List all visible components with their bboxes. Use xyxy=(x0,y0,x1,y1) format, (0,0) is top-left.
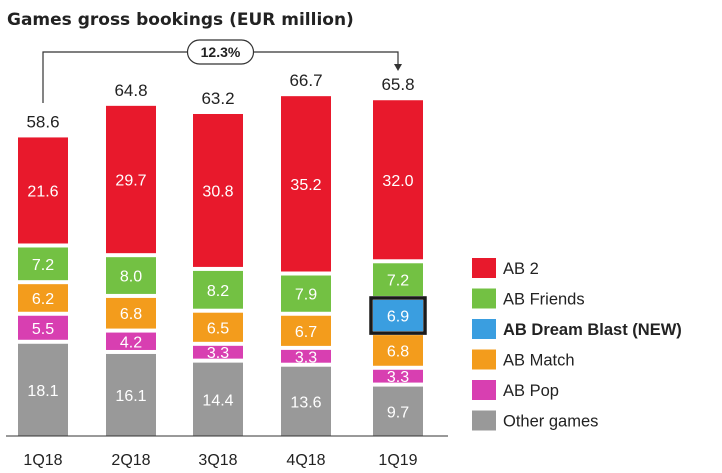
category-label-1q18: 1Q18 xyxy=(23,452,62,469)
bar-segment-ab-pop-3q18 xyxy=(193,345,243,359)
data-label-ab-match-4q18: 6.7 xyxy=(295,324,317,341)
legend-item-ab-2: AB 2 xyxy=(472,258,539,278)
bar-segment-ab-pop-4q18 xyxy=(281,349,331,363)
data-label-other-games-1q19: 9.7 xyxy=(387,404,409,421)
legend-swatch-ab-2 xyxy=(472,258,496,278)
bar-segment-ab-friends-1q18 xyxy=(18,247,68,281)
legend-item-ab-pop: AB Pop xyxy=(472,380,559,400)
bar-segment-other-games-4q18 xyxy=(281,366,331,436)
data-label-ab-2-1q18: 21.6 xyxy=(27,183,58,200)
bar-segment-other-games-1q18 xyxy=(18,343,68,436)
bar-segment-ab-2-2q18 xyxy=(106,105,156,254)
data-label-other-games-3q18: 14.4 xyxy=(202,392,233,409)
data-label-ab-pop-1q18: 5.5 xyxy=(32,321,54,338)
data-label-ab-2-3q18: 30.8 xyxy=(202,183,233,200)
growth-arrowhead xyxy=(394,64,402,71)
total-label-2q18: 64.8 xyxy=(114,81,147,100)
bar-stack-4q18: 13.6 3.3 6.7 7.9 35.2 xyxy=(281,96,331,436)
bars: 18.1 5.5 6.2 7.2 21.6 58.6 1Q18 16.1 4.2 6.8 8.0 29… xyxy=(18,71,427,469)
category-label-1q19: 1Q19 xyxy=(378,452,417,469)
data-label-ab-match-2q18: 6.8 xyxy=(120,306,142,323)
bar-segment-ab-pop-2q18 xyxy=(106,332,156,350)
legend-item-ab-friends: AB Friends xyxy=(472,288,585,309)
data-label-ab-friends-4q18: 7.9 xyxy=(295,287,317,304)
legend-label-other-games: Other games xyxy=(503,413,598,431)
data-label-ab-2-2q18: 29.7 xyxy=(115,173,146,190)
bar-segment-other-games-1q19 xyxy=(373,386,423,436)
data-label-ab-friends-3q18: 8.2 xyxy=(207,283,229,300)
bar-segment-ab-match-1q19 xyxy=(373,335,423,366)
legend-label-ab-friends: AB Friends xyxy=(503,291,585,309)
bar-segment-ab-2-1q19 xyxy=(373,100,423,260)
bar-stack-1q19: 9.7 3.3 6.8 6.9 7.2 32.0 xyxy=(369,100,427,436)
data-label-ab-2-4q18: 35.2 xyxy=(290,177,321,194)
legend-swatch-other-games xyxy=(472,410,496,431)
legend-item-other-games: Other games xyxy=(472,410,598,431)
data-label-ab-match-3q18: 6.5 xyxy=(207,320,229,337)
data-label-ab-pop-3q18: 3.3 xyxy=(207,345,229,362)
total-label-3q18: 63.2 xyxy=(201,89,234,108)
data-label-ab-pop-4q18: 3.3 xyxy=(295,349,317,366)
data-label-ab-match-1q18: 6.2 xyxy=(32,291,54,308)
bar-stack-3q18: 14.4 3.3 6.5 8.2 30.8 xyxy=(193,113,243,436)
bar-segment-ab-match-1q18 xyxy=(18,284,68,312)
data-label-ab-friends-1q19: 7.2 xyxy=(387,273,409,290)
data-label-ab-pop-2q18: 4.2 xyxy=(120,334,142,351)
category-label-2q18: 2Q18 xyxy=(111,452,150,469)
category-label-3q18: 3Q18 xyxy=(198,452,237,469)
growth-annotation: 12.3% xyxy=(42,39,402,103)
legend-label-ab-pop: AB Pop xyxy=(503,382,559,400)
legend-swatch-ab-match xyxy=(472,349,496,370)
bar-segment-ab-match-4q18 xyxy=(281,315,331,346)
data-label-other-games-1q18: 18.1 xyxy=(27,383,58,400)
legend-label-ab-dream-blast-new: AB Dream Blast (NEW) xyxy=(503,321,682,339)
bar-segment-ab-friends-3q18 xyxy=(193,270,243,309)
data-label-ab-dream-blast-new-1q19: 6.9 xyxy=(387,309,409,326)
growth-percentage-label: 12.3% xyxy=(201,44,241,60)
total-label-1q19: 65.8 xyxy=(381,75,414,94)
legend-item-ab-match: AB Match xyxy=(472,349,575,370)
data-label-ab-2-1q19: 32.0 xyxy=(382,173,413,190)
highlight-frame xyxy=(369,296,427,335)
legend-label-ab-2: AB 2 xyxy=(503,260,539,278)
data-label-other-games-2q18: 16.1 xyxy=(115,388,146,405)
bar-stack-1q18: 18.1 5.5 6.2 7.2 21.6 xyxy=(18,137,68,436)
bar-segment-ab-2-1q18 xyxy=(18,137,68,244)
category-label-4q18: 4Q18 xyxy=(286,452,325,469)
bar-segment-ab-friends-2q18 xyxy=(106,257,156,294)
data-label-ab-match-1q19: 6.8 xyxy=(387,343,409,360)
bar-stack-2q18: 16.1 4.2 6.8 8.0 29.7 xyxy=(106,105,156,436)
data-label-other-games-4q18: 13.6 xyxy=(290,394,321,411)
legend-swatch-ab-pop xyxy=(472,380,496,400)
chart-title: Games gross bookings (EUR million) xyxy=(7,10,354,30)
legend-label-ab-match: AB Match xyxy=(503,352,575,370)
legend-swatch-ab-friends xyxy=(472,288,496,309)
growth-pill xyxy=(186,39,255,65)
bar-segment-ab-2-4q18 xyxy=(281,96,331,272)
data-label-ab-pop-1q19: 3.3 xyxy=(387,369,409,386)
bar-segment-ab-dream-blast-new-1q19 xyxy=(373,299,423,332)
bar-segment-other-games-3q18 xyxy=(193,362,243,436)
bar-segment-ab-pop-1q19 xyxy=(373,369,423,383)
bar-segment-other-games-2q18 xyxy=(106,353,156,436)
bar-segment-ab-2-3q18 xyxy=(193,113,243,267)
bar-segment-ab-match-3q18 xyxy=(193,312,243,342)
bar-segment-ab-pop-1q18 xyxy=(18,315,68,340)
bar-segment-ab-friends-4q18 xyxy=(281,275,331,312)
legend-item-ab-dream-blast-new: AB Dream Blast (NEW) xyxy=(472,319,682,339)
data-label-ab-friends-1q18: 7.2 xyxy=(32,257,54,274)
legend-swatch-ab-dream-blast-new xyxy=(472,319,496,339)
legend: AB 2 AB Friends AB Dream Blast (NEW) AB Mat… xyxy=(472,258,682,431)
bar-segment-ab-friends-1q19 xyxy=(373,263,423,296)
bar-segment-ab-match-2q18 xyxy=(106,297,156,329)
total-label-4q18: 66.7 xyxy=(289,71,322,90)
data-label-ab-friends-2q18: 8.0 xyxy=(120,269,142,286)
total-label-1q18: 58.6 xyxy=(26,112,59,131)
